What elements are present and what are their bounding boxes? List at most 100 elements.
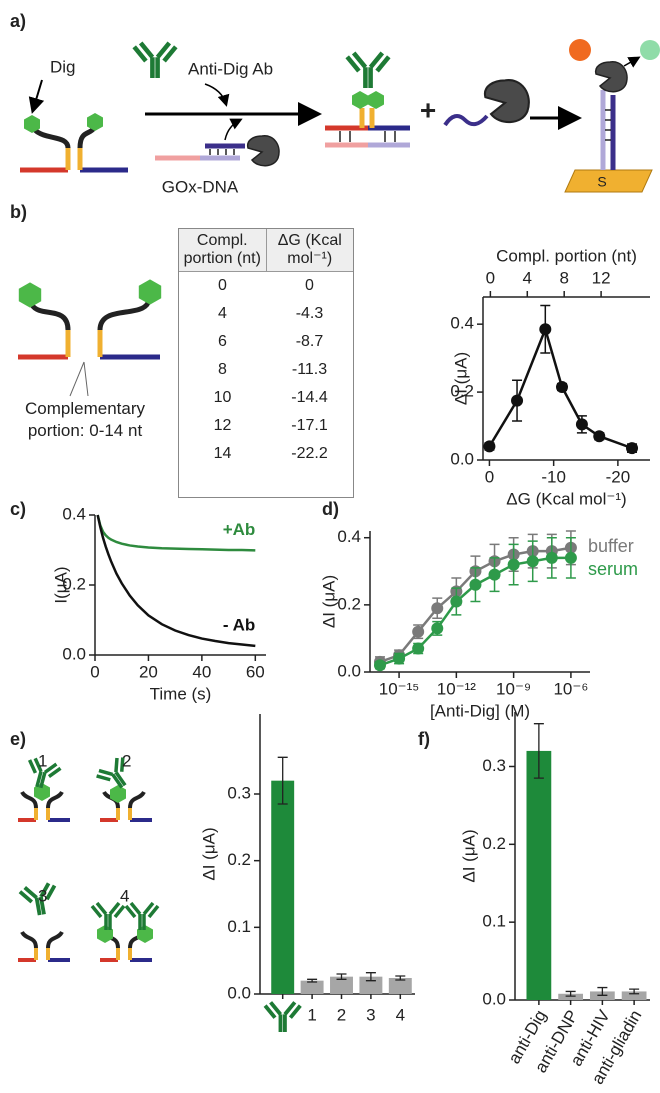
chart: 0.0 0.1 0.2 0.3 ΔI (μA) 1 2 3 4 xyxy=(199,714,415,1034)
surface-label: S xyxy=(597,174,606,190)
y-tick-label: 0.2 xyxy=(62,574,86,593)
error-bar xyxy=(533,723,544,779)
x-axis-label: [Anti-Dig] (M) xyxy=(430,701,530,720)
gox-label: GOx-DNA xyxy=(162,177,239,196)
y-tick-label: 0.0 xyxy=(337,661,361,680)
table-cell: -11.3 xyxy=(291,361,328,378)
table-header: Compl. portion (nt) xyxy=(179,229,266,272)
table-cell: 10 xyxy=(213,389,232,406)
table-row: 4 -4.3 xyxy=(179,300,353,328)
table-row: 10 -14.4 xyxy=(179,384,353,412)
data-point xyxy=(511,394,524,407)
bar xyxy=(300,980,324,994)
y-tick-label: 0.4 xyxy=(450,314,474,333)
x-tick-label: 3 xyxy=(366,1005,375,1024)
y-axis-label: I(μA) xyxy=(51,566,70,603)
table-cell: 0 xyxy=(218,277,227,294)
y-tick-label: 0.0 xyxy=(482,989,506,1008)
table-cell: 0 xyxy=(305,277,314,294)
panel-label: c) xyxy=(10,499,26,519)
data-point xyxy=(539,323,552,336)
data-point xyxy=(575,418,588,431)
table-cell: 14 xyxy=(213,445,232,462)
dig-label: Dig xyxy=(50,57,76,76)
y-tick-label: 0.2 xyxy=(337,594,361,613)
legend-entry: buffer xyxy=(588,536,634,556)
x-tick-label: 0 xyxy=(90,662,99,681)
scheme-number: 2 xyxy=(122,751,131,770)
panel-label: d) xyxy=(322,499,339,519)
table-cell: -8.7 xyxy=(295,333,324,350)
error-bar xyxy=(395,975,406,981)
panel-label: f) xyxy=(418,729,430,749)
y-axis-label: ΔI (μA) xyxy=(199,827,218,880)
data-point xyxy=(488,568,501,581)
x-tick-label: -10 xyxy=(541,467,566,486)
table-cell: 8 xyxy=(218,361,227,378)
complementary-caption: Complementary portion: 0-14 nt xyxy=(25,399,145,440)
data-point xyxy=(412,642,425,655)
table: Compl. portion (nt) ΔG (Kcal mol⁻¹) 0 0 4 -4… xyxy=(179,229,353,468)
plus-sign: + xyxy=(420,94,436,125)
x-tick-label: 20 xyxy=(139,662,158,681)
bar xyxy=(388,978,412,994)
scheme-e: 1 2 3 4 xyxy=(16,751,160,962)
y-tick-label: 0.0 xyxy=(450,449,474,468)
scheme-number: 3 xyxy=(38,886,47,905)
table-row: 8 -11.3 xyxy=(179,356,353,384)
y-tick-label: 0.1 xyxy=(482,912,506,931)
x-tick-label: 1 xyxy=(307,1005,316,1024)
bar xyxy=(271,780,295,994)
data-point xyxy=(469,578,482,591)
y-tick-label: 0.0 xyxy=(227,983,251,1002)
error-bar xyxy=(629,988,640,995)
chart: 0.0 0.2 0.4 I(μA) 0 20 40 60 Time (s) +Ab - Ab xyxy=(51,504,266,703)
series-label: +Ab xyxy=(223,520,256,539)
error-bar xyxy=(365,972,376,982)
bar xyxy=(359,976,383,994)
scheme-a: Dig Anti-Dig Ab GOx-DNA + S xyxy=(20,39,660,196)
energy-table: Compl. portion (nt) ΔG (Kcal mol⁻¹) 0 0 4 -4… xyxy=(178,228,354,498)
data-point xyxy=(556,380,569,393)
data-point xyxy=(373,659,386,672)
error-bar xyxy=(277,756,288,805)
data-point xyxy=(450,595,463,608)
data-point xyxy=(626,442,639,455)
x2-tick-label: 4 xyxy=(523,268,532,287)
x-axis-label: ΔG (Kcal mol⁻¹) xyxy=(506,489,626,508)
scheme-b xyxy=(18,279,162,397)
series-line xyxy=(96,514,256,648)
table-cell: 12 xyxy=(213,417,232,434)
table-row: 12 -17.1 xyxy=(179,412,353,440)
scheme-number: 4 xyxy=(120,886,129,905)
x-axis-label: Time (s) xyxy=(150,684,212,703)
data-point xyxy=(412,625,425,638)
scheme-number: 1 xyxy=(38,751,47,770)
y-tick-label: 0.2 xyxy=(482,834,506,853)
data-point xyxy=(431,622,444,635)
y-axis-label: ΔI (μA) xyxy=(451,352,470,405)
error-bar xyxy=(307,978,318,983)
table-cell: -22.2 xyxy=(291,445,328,462)
y-tick-label: 0.4 xyxy=(337,527,361,546)
data-point xyxy=(545,551,558,564)
x2-tick-label: 8 xyxy=(559,268,568,287)
data-point xyxy=(564,551,577,564)
error-bar xyxy=(565,990,576,997)
x-tick-label: 40 xyxy=(192,662,211,681)
y-axis-label: ΔI (μA) xyxy=(319,575,338,628)
x-tick-label: 10⁻⁹ xyxy=(496,679,531,698)
y-tick-label: 0.2 xyxy=(450,382,474,401)
table-cell: -4.3 xyxy=(295,305,324,322)
panel-label: b) xyxy=(10,202,27,222)
data-point xyxy=(431,602,444,615)
table-cell: -14.4 xyxy=(291,389,328,406)
bar xyxy=(558,993,584,1000)
x2-tick-label: 12 xyxy=(592,268,611,287)
x-tick-label: 10⁻⁶ xyxy=(553,679,588,698)
x-tick-label: 60 xyxy=(246,662,265,681)
bar xyxy=(621,991,647,1000)
table-header: ΔG (Kcal mol⁻¹) xyxy=(265,229,353,272)
